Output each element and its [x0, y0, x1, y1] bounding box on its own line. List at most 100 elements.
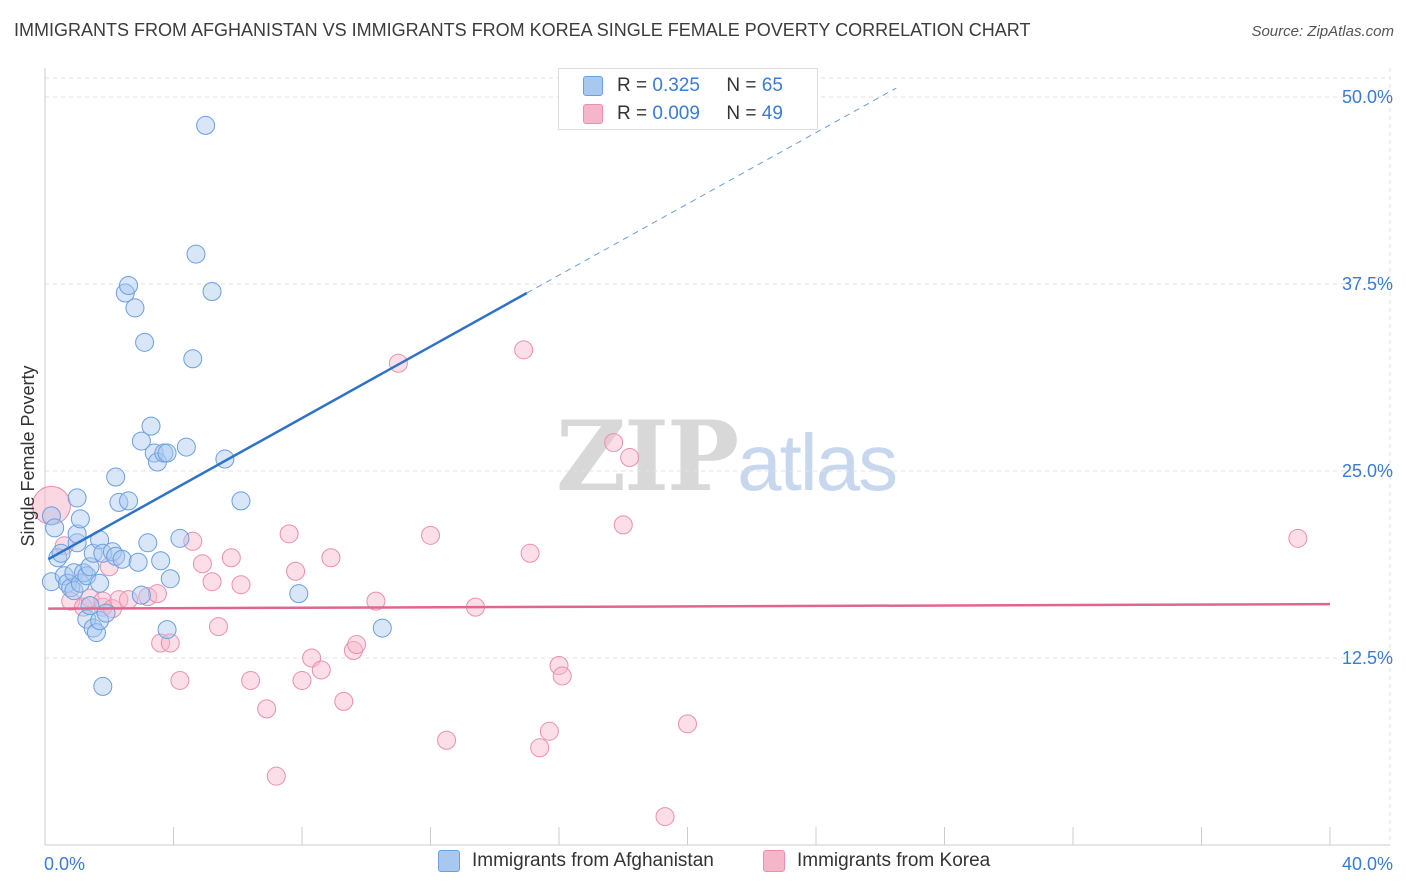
afghanistan-points: [41, 115, 392, 696]
afghanistan-point: [202, 281, 222, 301]
afghanistan-point: [141, 416, 161, 436]
y-axis-label: Single Female Poverty: [18, 365, 38, 546]
afghanistan-point: [170, 528, 190, 548]
y-tick-label: 50.0%: [1342, 87, 1393, 107]
y-tick-label: 25.0%: [1342, 461, 1393, 481]
korea-point: [421, 525, 440, 545]
afghanistan-point: [119, 491, 139, 511]
afghanistan-point: [64, 581, 84, 601]
source-credit: Source: ZipAtlas.com: [1251, 23, 1394, 40]
afghanistan-point: [86, 623, 106, 643]
korea-point: [279, 524, 299, 544]
korea-point: [366, 591, 386, 611]
afghanistan-point: [176, 437, 196, 457]
korea-point: [613, 515, 633, 535]
afghanistan-point: [125, 298, 145, 318]
afghanistan-point: [45, 518, 65, 538]
korea-legend-swatch: [763, 850, 785, 872]
afghanistan-point: [186, 244, 206, 264]
afghanistan-point: [93, 676, 113, 696]
korea-point: [1288, 528, 1308, 548]
korea-trend-line: [48, 602, 1331, 610]
x-tick-label: 0.0%: [44, 854, 85, 874]
korea-point: [241, 670, 261, 690]
stats-legend: R = 0.325 N = 65 R = 0.009 N = 49: [558, 68, 818, 130]
korea-point: [552, 666, 572, 686]
chart-title: IMMIGRANTS FROM AFGHANISTAN VS IMMIGRANT…: [14, 20, 1031, 40]
korea-point: [343, 641, 363, 661]
korea-point: [620, 448, 640, 468]
korea-point: [437, 730, 457, 750]
korea-point: [93, 591, 113, 611]
afghanistan-trend-extension: [526, 87, 897, 294]
afghanistan-point: [90, 573, 110, 593]
afghanistan-point: [70, 509, 90, 529]
afghanistan-point: [96, 603, 116, 623]
n-label: N =: [726, 103, 757, 124]
korea-point: [678, 714, 697, 734]
korea-point: [292, 670, 312, 690]
afghanistan-point: [109, 492, 129, 512]
korea-points: [31, 340, 1308, 827]
korea-point: [604, 433, 624, 453]
afghanistan-point: [135, 332, 155, 352]
afghanistan-point: [157, 443, 177, 463]
afghanistan-point: [67, 488, 87, 508]
afghanistan-point: [93, 543, 113, 563]
korea-point: [311, 660, 331, 680]
afghanistan-point: [231, 491, 251, 511]
axes: [44, 68, 1390, 846]
afghanistan-point: [41, 572, 61, 592]
afghanistan-point: [128, 552, 148, 572]
korea-point: [61, 591, 81, 611]
korea-point: [202, 572, 222, 592]
r-label: R =: [617, 103, 648, 124]
afghanistan-point: [196, 115, 216, 135]
afghanistan-r-value: 0.325: [652, 75, 700, 96]
legend-item-korea[interactable]: Immigrants from Korea: [763, 850, 990, 872]
legend-label-afghanistan: Immigrants from Afghanistan: [472, 850, 714, 871]
afghanistan-point: [160, 569, 180, 589]
korea-point: [514, 340, 534, 360]
watermark-zip: ZIP: [556, 400, 739, 513]
x-tick-label: 40.0%: [1342, 854, 1393, 874]
korea-point: [286, 561, 306, 581]
korea-point: [231, 575, 251, 595]
afghanistan-point: [289, 584, 309, 604]
korea-point: [183, 531, 203, 551]
grid-lines: [45, 68, 1391, 845]
korea-point: [192, 554, 212, 574]
korea-swatch: [583, 104, 603, 124]
afghanistan-point: [183, 349, 203, 369]
r-label: R =: [617, 75, 648, 96]
korea-point: [321, 548, 341, 568]
y-tick-label: 37.5%: [1342, 274, 1393, 294]
afghanistan-point: [157, 620, 177, 640]
korea-point: [208, 617, 228, 637]
afghanistan-point: [80, 596, 100, 616]
afghanistan-point: [41, 506, 61, 526]
korea-point: [347, 635, 367, 655]
korea-n-value: 49: [761, 103, 783, 124]
afghanistan-trend-line: [47, 291, 528, 561]
korea-point: [147, 584, 167, 604]
afghanistan-point: [70, 573, 90, 593]
korea-point: [257, 699, 277, 719]
korea-point: [520, 543, 540, 563]
afghanistan-legend-swatch: [438, 850, 460, 872]
afghanistan-swatch: [583, 76, 603, 96]
korea-point: [221, 548, 241, 568]
korea-point: [539, 721, 559, 741]
n-label: N =: [726, 75, 757, 96]
legend-label-korea: Immigrants from Korea: [797, 850, 991, 871]
afghanistan-point: [151, 551, 171, 571]
afghanistan-point: [372, 618, 392, 638]
afghanistan-point: [61, 578, 81, 598]
legend-item-afghanistan[interactable]: Immigrants from Afghanistan: [438, 850, 714, 872]
y-tick-label: 12.5%: [1342, 648, 1393, 668]
watermark-atlas: atlas: [737, 418, 898, 507]
afghanistan-point: [112, 549, 132, 569]
korea-r-value: 0.009: [652, 103, 700, 124]
korea-point: [530, 738, 550, 758]
